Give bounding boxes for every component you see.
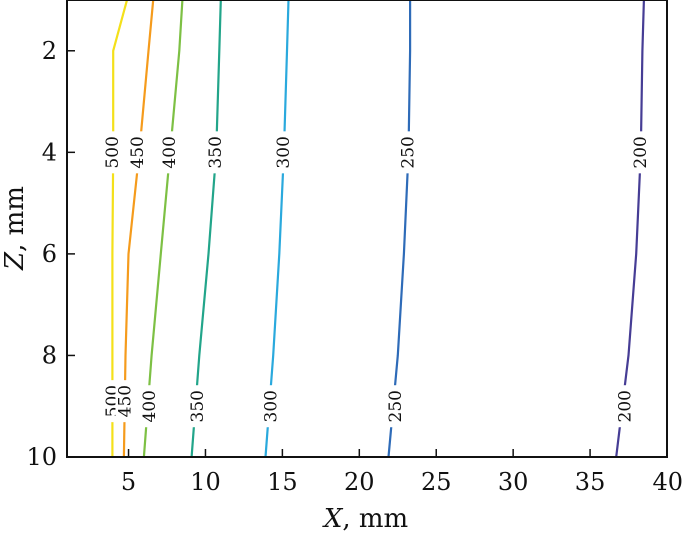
contour-label-bg-350-2: [187, 385, 208, 428]
contour-line-500: [111, 0, 129, 457]
contour-label-200-2: 200: [615, 390, 635, 422]
contour-labels: 5005004504504004003503503003002502502002…: [103, 131, 651, 428]
contour-label-400-2: 400: [140, 390, 160, 422]
contour-label-bg-500-1: [103, 131, 124, 174]
contour-label-250-2: 250: [386, 390, 406, 422]
contour-label-bg-300-2: [261, 385, 282, 428]
contour-label-350-1: 350: [206, 136, 226, 168]
x-tick-label-30: 30: [498, 468, 529, 496]
x-tick-label-15: 15: [267, 468, 298, 496]
contour-label-350-2: 350: [188, 390, 208, 422]
x-tick-label-5: 5: [121, 468, 136, 496]
x-axis-title: X, mm: [322, 504, 408, 534]
contour-lines: [111, 0, 645, 458]
contour-label-bg-250-1: [398, 131, 419, 174]
x-tick-label-40: 40: [652, 468, 683, 496]
y-axis-unit: , mm: [0, 186, 30, 252]
contour-line-350: [190, 0, 222, 458]
contour-label-450-1: 450: [128, 136, 148, 168]
contour-line-250: [387, 0, 412, 458]
contour-label-bg-200-2: [615, 385, 636, 428]
contour-label-bg-350-1: [206, 131, 227, 174]
contour-label-250-1: 250: [399, 136, 419, 168]
contour-line-400: [142, 0, 184, 458]
contour-line-200: [615, 0, 645, 458]
x-tick-label-35: 35: [575, 468, 606, 496]
contour-label-200-1: 200: [631, 136, 651, 168]
y-tick-label-2: 2: [42, 37, 57, 65]
y-tick-label-10: 10: [26, 443, 57, 471]
contour-label-bg-400-1: [160, 131, 181, 174]
contour-label-400-1: 400: [160, 136, 180, 168]
plot-frame: [66, 0, 668, 458]
contour-label-300-2: 300: [262, 390, 282, 422]
x-axis-ticks: 5 10 15 20 25 30 35 40: [121, 449, 683, 496]
contour-label-bg-250-2: [386, 385, 407, 428]
y-tick-label-4: 4: [42, 138, 57, 166]
y-axis-ticks: 2 4 6 8 10: [26, 37, 75, 471]
x-axis-var: X: [322, 504, 344, 534]
y-tick-label-8: 8: [42, 341, 57, 369]
contour-label-300-1: 300: [274, 136, 294, 168]
y-axis-var: Z: [0, 251, 30, 271]
contour-label-bg-200-1: [630, 131, 651, 174]
contour-label-bg-300-1: [273, 131, 294, 174]
contour-line-450: [122, 0, 155, 458]
contour-label-500-1: 500: [103, 136, 123, 168]
contour-label-450-2: 450: [115, 385, 135, 417]
contour-line-300: [264, 0, 290, 458]
y-axis-title: Z, mm: [0, 186, 30, 271]
x-tick-label-10: 10: [190, 468, 221, 496]
x-tick-label-25: 25: [421, 468, 452, 496]
x-axis-unit: , mm: [342, 504, 408, 534]
contour-label-bg-450-2: [115, 380, 136, 423]
contour-label-bg-450-1: [127, 131, 148, 174]
x-tick-label-20: 20: [344, 468, 375, 496]
contour-label-bg-400-2: [140, 385, 161, 428]
y-tick-label-6: 6: [42, 240, 57, 268]
